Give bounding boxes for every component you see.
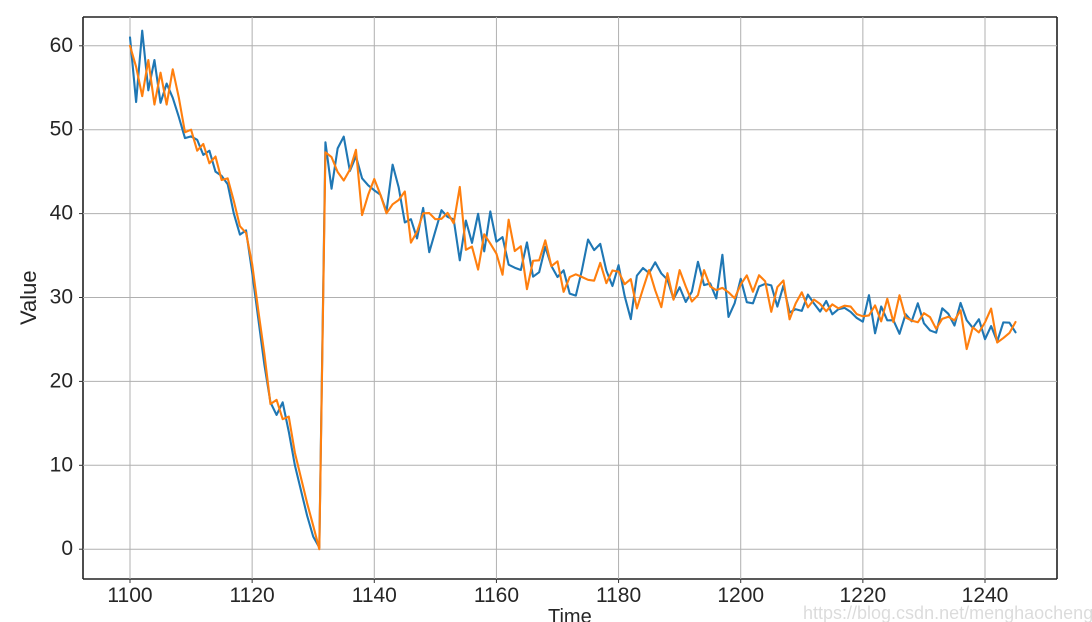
svg-text:60: 60: [50, 34, 73, 57]
svg-text:10: 10: [50, 453, 73, 476]
svg-text:1160: 1160: [474, 584, 519, 607]
svg-text:1120: 1120: [230, 584, 275, 607]
svg-text:30: 30: [50, 286, 73, 309]
svg-text:0: 0: [61, 537, 73, 560]
svg-text:1100: 1100: [107, 584, 152, 607]
svg-text:1200: 1200: [717, 584, 764, 607]
svg-text:20: 20: [50, 369, 73, 392]
svg-text:40: 40: [50, 202, 73, 225]
svg-text:1180: 1180: [596, 584, 641, 607]
svg-text:1140: 1140: [352, 584, 397, 607]
svg-text:50: 50: [50, 118, 73, 141]
